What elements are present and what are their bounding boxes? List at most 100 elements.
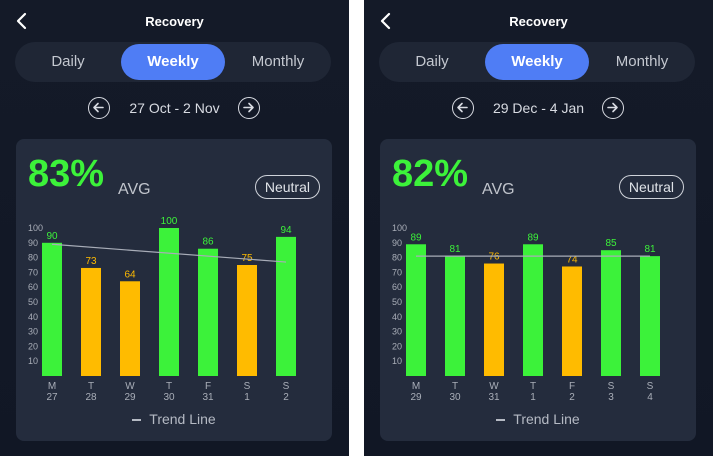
y-tick-label: 90: [28, 238, 38, 248]
bar: [42, 242, 62, 376]
x-tick-day: S: [647, 381, 654, 392]
x-tick-date: 30: [449, 392, 461, 403]
x-tick-day: F: [569, 381, 575, 392]
x-tick-date: 1: [244, 392, 250, 403]
period-segmented-control: Daily Weekly Monthly: [15, 42, 331, 82]
data-label: 86: [202, 237, 214, 248]
x-tick-date: 31: [202, 392, 214, 403]
x-tick-date: 3: [608, 392, 614, 403]
recovery-panel-right: Recovery Daily Weekly Monthly 29 Dec - 4…: [364, 0, 713, 456]
trend-legend-label: Trend Line: [513, 411, 580, 427]
trend-legend-label: Trend Line: [149, 411, 216, 427]
recovery-panel-left: Recovery Daily Weekly Monthly 27 Oct - 2…: [0, 0, 349, 456]
data-label: 90: [46, 231, 58, 242]
y-tick-label: 90: [392, 238, 402, 248]
bar: [562, 266, 582, 376]
recovery-card: 82% AVG Neutral 10 20 30 40 50 60 70 80 90 100 89 M…: [380, 139, 696, 441]
y-tick-label: 70: [28, 267, 38, 277]
y-tick-label: 30: [392, 327, 402, 337]
trend-legend: Trend Line: [16, 411, 332, 427]
trend-line-swatch: [496, 419, 506, 422]
y-tick-label: 80: [392, 253, 402, 263]
tab-monthly[interactable]: Monthly: [251, 53, 305, 70]
date-range-label: 29 Dec - 4 Jan: [492, 100, 585, 116]
previous-week-button[interactable]: [88, 97, 110, 119]
trend-line: [51, 243, 287, 263]
bar: [159, 228, 179, 376]
chevron-left-icon: [380, 12, 391, 30]
y-tick-label: 100: [392, 223, 407, 233]
status-badge: Neutral: [254, 175, 320, 199]
tab-monthly[interactable]: Monthly: [615, 53, 669, 70]
bar: [445, 256, 465, 376]
y-tick-label: 60: [28, 282, 38, 292]
x-tick-day: T: [166, 381, 172, 392]
date-navigator: 29 Dec - 4 Jan: [364, 96, 713, 122]
x-tick-day: M: [48, 381, 56, 392]
arrow-left-icon: [457, 102, 468, 113]
y-tick-label: 50: [28, 297, 38, 307]
bar: [120, 281, 140, 376]
x-tick-date: 29: [410, 392, 422, 403]
y-tick-label: 20: [28, 341, 38, 351]
y-tick-label: 20: [392, 341, 402, 351]
avg-value: 83%: [28, 153, 105, 195]
avg-label: AVG: [482, 181, 515, 198]
x-tick-day: T: [88, 381, 94, 392]
x-tick-date: 30: [163, 392, 175, 403]
y-tick-label: 100: [28, 223, 43, 233]
tab-weekly[interactable]: Weekly: [485, 44, 589, 80]
data-label: 73: [85, 256, 97, 267]
recovery-bar-chart: 10203040506070809010090M2773T2864W29100T…: [28, 217, 296, 403]
x-tick-date: 4: [647, 392, 653, 403]
previous-week-button[interactable]: [452, 97, 474, 119]
period-segmented-control: Daily Weekly Monthly: [379, 42, 695, 82]
x-tick-day: W: [489, 381, 499, 392]
arrow-right-icon: [243, 102, 254, 113]
y-tick-label: 40: [392, 312, 402, 322]
bar: [276, 236, 296, 376]
page-title: Recovery: [145, 14, 204, 29]
x-tick-date: 31: [488, 392, 500, 403]
data-label: 85: [605, 238, 617, 249]
data-label: 89: [527, 232, 539, 243]
data-label: 76: [488, 252, 500, 263]
x-tick-day: S: [283, 381, 290, 392]
data-label: 89: [410, 232, 422, 243]
y-tick-label: 70: [392, 267, 402, 277]
tab-daily[interactable]: Daily: [51, 53, 85, 70]
x-tick-date: 29: [124, 392, 136, 403]
bar: [237, 265, 257, 376]
y-tick-label: 40: [28, 312, 38, 322]
x-tick-date: 1: [530, 392, 536, 403]
data-label: 100: [161, 217, 178, 227]
y-tick-label: 80: [28, 253, 38, 263]
x-tick-day: M: [412, 381, 420, 392]
x-tick-day: F: [205, 381, 211, 392]
data-label: 94: [280, 225, 292, 236]
bar: [198, 248, 218, 376]
tab-weekly[interactable]: Weekly: [121, 44, 225, 80]
bar: [640, 256, 660, 376]
bar: [406, 244, 426, 376]
page-title: Recovery: [509, 14, 568, 29]
tab-daily[interactable]: Daily: [415, 53, 449, 70]
back-button[interactable]: [10, 9, 34, 33]
bar: [601, 250, 621, 376]
next-week-button[interactable]: [238, 97, 260, 119]
y-tick-label: 10: [392, 356, 402, 366]
x-tick-day: S: [608, 381, 615, 392]
y-tick-label: 60: [392, 282, 402, 292]
data-label: 81: [449, 244, 461, 255]
next-week-button[interactable]: [602, 97, 624, 119]
data-label: 74: [566, 254, 578, 265]
avg-label: AVG: [118, 181, 151, 198]
y-tick-label: 50: [392, 297, 402, 307]
x-tick-day: T: [530, 381, 536, 392]
recovery-card: 83% AVG Neutral 10 20 30 40 50 60 70 80 90 100 90 M…: [16, 139, 332, 441]
x-tick-date: 28: [85, 392, 97, 403]
arrow-left-icon: [93, 102, 104, 113]
data-label: 64: [124, 269, 136, 280]
back-button[interactable]: [374, 9, 398, 33]
avg-value: 82%: [392, 153, 469, 195]
